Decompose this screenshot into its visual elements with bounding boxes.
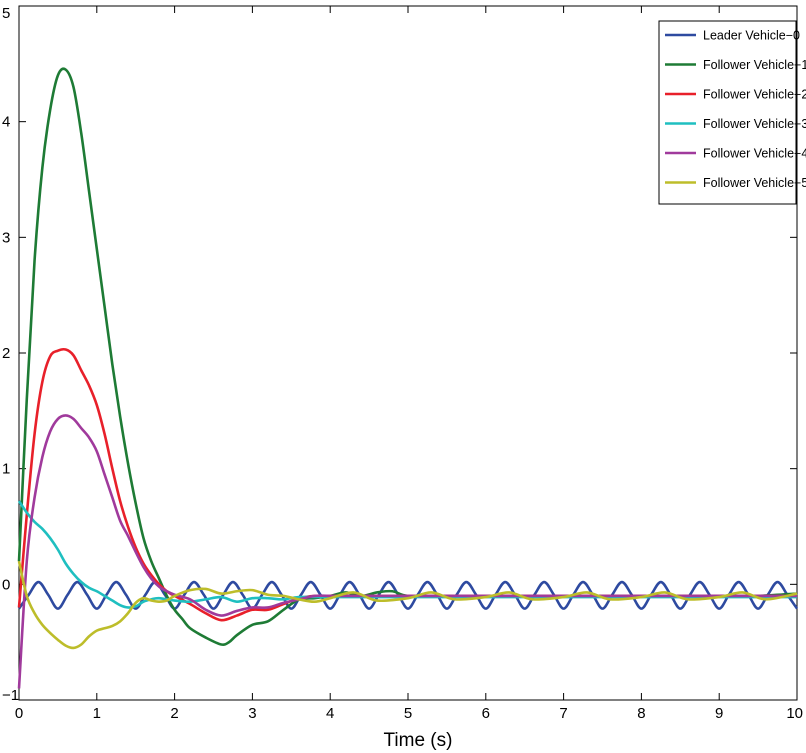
y-tick-label: 1 — [2, 461, 10, 478]
x-tick-label: 10 — [786, 705, 803, 722]
y-tick-label: 0 — [2, 576, 10, 593]
x-tick-label: 1 — [93, 705, 101, 722]
y-tick-label: 5 — [2, 5, 10, 22]
x-tick-label: 4 — [326, 705, 334, 722]
x-tick-label: 0 — [15, 705, 23, 722]
legend-entry: Leader Vehicle−0 — [703, 29, 800, 43]
y-tick-label: 4 — [2, 114, 10, 131]
legend-entry: Follower Vehicle−5 — [703, 176, 806, 190]
legend-box — [658, 20, 797, 205]
x-tick-label: 8 — [637, 705, 645, 722]
x-tick-label: 3 — [248, 705, 256, 722]
x-tick-label: 6 — [482, 705, 490, 722]
y-tick-label: 2 — [2, 345, 10, 362]
x-tick-label: 7 — [559, 705, 567, 722]
legend: Leader Vehicle−0 Follower Vehicle−1 Follow… — [658, 20, 806, 205]
axis-ticks — [18, 5, 798, 701]
legend-entry: Follower Vehicle−2 — [703, 88, 806, 102]
series-line-0 — [17, 580, 799, 610]
series-line-2 — [17, 347, 797, 622]
legend-entry: Follower Vehicle−1 — [703, 58, 806, 72]
series-line-5 — [17, 560, 798, 650]
series-layer — [17, 67, 799, 689]
y-tick-label: 3 — [2, 229, 10, 246]
x-tick-label: 5 — [404, 705, 412, 722]
legend-entry: Follower Vehicle−4 — [703, 147, 806, 161]
legend-entry: Follower Vehicle−3 — [703, 117, 806, 131]
x-tick-label: 9 — [715, 705, 723, 722]
x-axis-label: Time (s) — [384, 730, 453, 751]
series-line-4 — [17, 414, 797, 689]
x-tick-label: 2 — [170, 705, 178, 722]
y-tick-label: −1 — [2, 687, 19, 704]
